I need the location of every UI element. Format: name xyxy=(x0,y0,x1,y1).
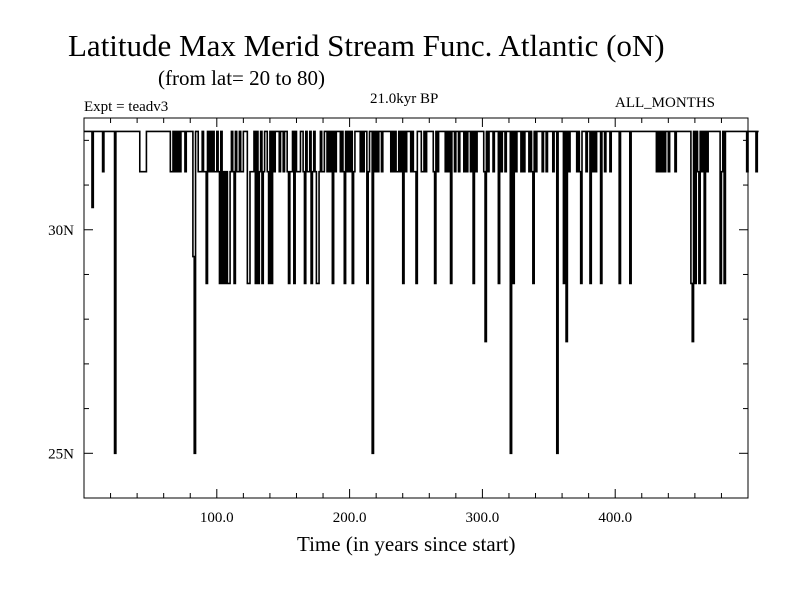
experiment-label: Expt = teadv3 xyxy=(84,99,169,115)
x-tick-label: 400.0 xyxy=(598,510,632,526)
x-tick-label: 200.0 xyxy=(333,510,367,526)
plot-frame xyxy=(83,117,749,499)
x-axis-label: Time (in years since start) xyxy=(297,532,516,556)
period-label: 21.0kyr BP xyxy=(370,91,439,107)
chart-subtitle: (from lat= 20 to 80) xyxy=(158,66,325,90)
x-tick-label: 300.0 xyxy=(466,510,500,526)
x-tick-label: 100.0 xyxy=(200,510,234,526)
tick-marks xyxy=(84,118,748,499)
series-line-max-latitude xyxy=(84,130,759,455)
chart-title: Latitude Max Merid Stream Func. Atlantic… xyxy=(68,28,665,63)
y-tick-label: 25N xyxy=(48,446,74,462)
tick-labels: 100.0 200.0 300.0 400.0 25N 30N xyxy=(48,223,632,526)
months-label: ALL_MONTHS xyxy=(615,95,715,111)
y-tick-label: 30N xyxy=(48,223,74,239)
